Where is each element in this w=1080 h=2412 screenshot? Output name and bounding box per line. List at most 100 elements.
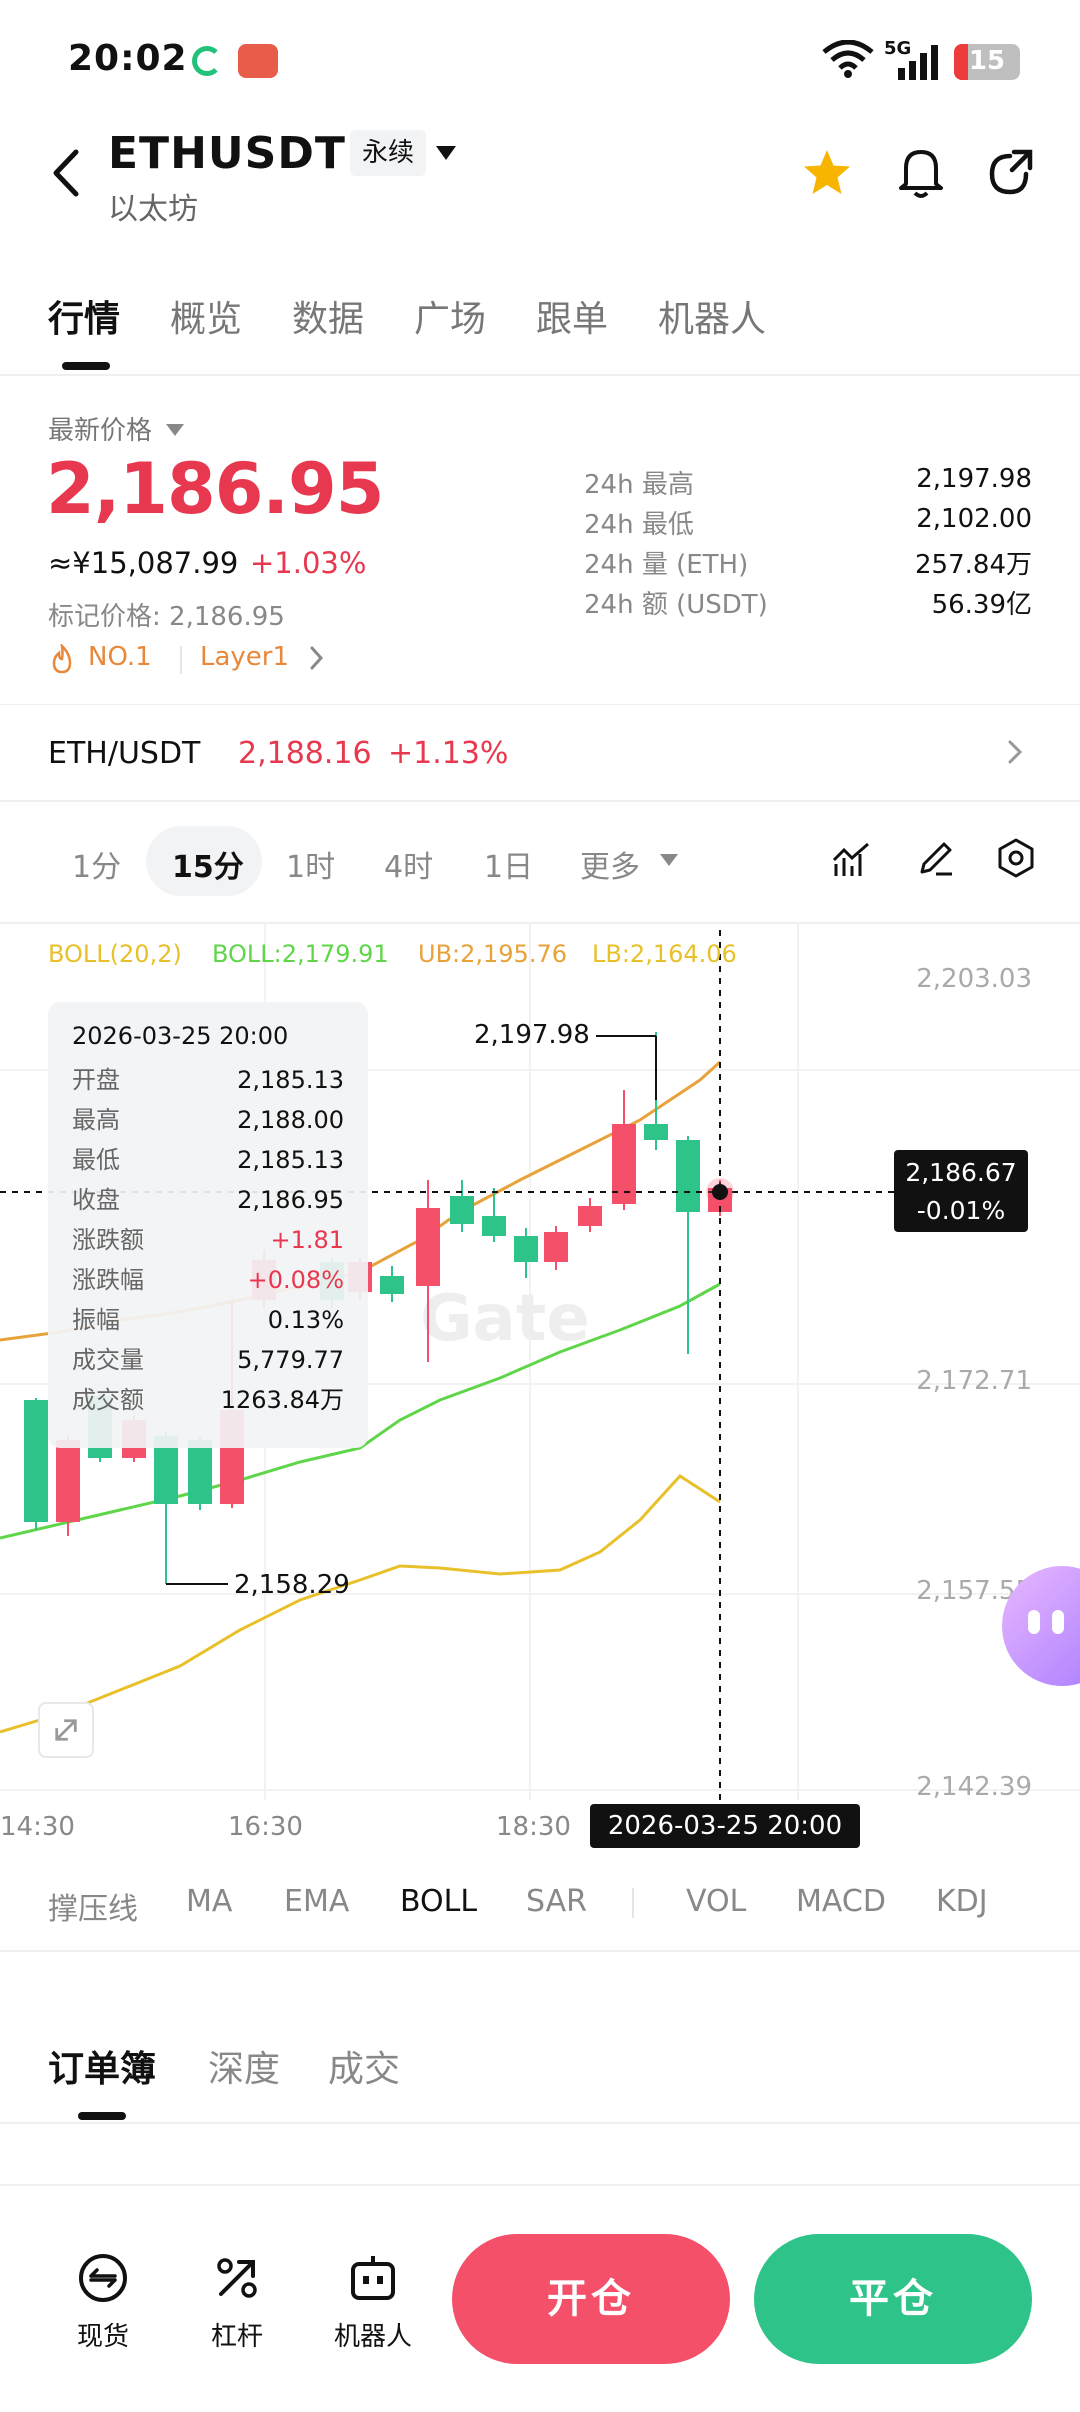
candle-body [56,1440,80,1522]
stat-high-label: 24h 最高 [584,470,694,500]
tab-quotes[interactable]: 行情 [48,299,121,340]
divider [0,704,1080,705]
stat-high-value: 2,197.98 [916,464,1032,494]
tab-bots[interactable]: 机器人 [658,299,767,340]
y-axis-label: 2,142.39 [916,1772,1032,1802]
asset-name: 以太坊 [108,192,198,227]
interval-more[interactable]: 更多 [580,850,640,885]
interval-1h[interactable]: 1时 [286,850,336,885]
bell-icon[interactable] [896,146,946,200]
robot-icon [351,2256,395,2300]
boll-legend-lb: LB:2,164.06 [592,940,737,968]
crosshair-price-label: 2,186.67 -0.01% [894,1150,1028,1232]
candle-body [612,1124,636,1204]
interval-1m[interactable]: 1分 [72,850,122,885]
settings-icon[interactable] [996,838,1036,878]
stat-volume-value: 257.84万 [915,550,1032,580]
tab-orderbook[interactable]: 订单簿 [48,2049,157,2090]
nav-spot[interactable]: 现货 [58,2250,148,2353]
crosshair-price: 2,186.67 [905,1158,1017,1187]
watermark: Gate [420,1282,590,1356]
stat-low-value: 2,102.00 [916,504,1032,534]
app-notification-icon-2 [238,44,278,78]
caret-down-icon[interactable] [436,146,456,160]
indicator-icon[interactable] [832,840,872,880]
interval-4h[interactable]: 4时 [384,850,434,885]
indicator-vol[interactable]: VOL [686,1884,747,1919]
indicator-boll[interactable]: BOLL [400,1884,478,1919]
tab-depth[interactable]: 深度 [208,2049,281,2090]
close-position-button[interactable]: 平仓 [754,2234,1032,2364]
tab-square[interactable]: 广场 [414,299,487,340]
tab-data[interactable]: 数据 [292,299,365,340]
candle-body [514,1236,538,1262]
nav-leverage[interactable]: 杠杆 [192,2250,282,2353]
draw-pen-icon[interactable] [916,838,956,878]
last-price-label[interactable]: 最新价格 [48,416,153,446]
price-change: +1.03% [250,546,367,580]
network-type: 5G [884,38,912,59]
boll-legend-mid: BOLL:2,179.91 [212,940,389,968]
signal-icon [898,45,938,80]
caret-down-icon[interactable] [660,854,678,866]
chevron-right-icon[interactable] [306,644,326,672]
battery-level: 15 [968,46,1006,76]
x-axis-label: 16:30 [228,1812,303,1842]
divider [0,2122,1080,2124]
indicator-ema[interactable]: EMA [284,1884,350,1919]
stat-volume-label: 24h 量 (ETH) [584,550,749,580]
candle-body [578,1206,602,1226]
indicator-support-resistance[interactable]: 撑压线 [48,1892,138,1927]
open-position-button[interactable]: 开仓 [452,2234,730,2364]
share-icon[interactable] [986,148,1036,198]
nav-bots[interactable]: 机器人 [328,2250,418,2353]
index-pair[interactable]: ETH/USDT [48,736,201,771]
chevron-right-icon[interactable] [1004,736,1026,768]
interval-15m[interactable]: 15分 [172,850,244,885]
ohlc-tooltip: 2026-03-25 20:00 开盘 2,185.13 最高 2,188.00 最… [48,1002,368,1448]
stat-low-label: 24h 最低 [584,510,694,540]
contract-type-badge[interactable]: 永续 [350,130,427,176]
tooltip-row-volume: 成交量 5,779.77 [72,1346,344,1374]
high-marker-label: 2,197.98 [474,1020,590,1050]
candle-body [188,1440,212,1504]
indicator-sar[interactable]: SAR [526,1884,587,1919]
candle-body [24,1400,48,1522]
crosshair-pct: -0.01% [916,1196,1006,1225]
interval-1d[interactable]: 1日 [484,850,534,885]
indicator-kdj[interactable]: KDJ [936,1884,988,1919]
tooltip-row-low: 最低 2,185.13 [72,1146,344,1174]
x-axis-label: 14:30 [0,1812,75,1842]
last-price: 2,186.95 [46,448,384,530]
boll-lower-line [0,1474,721,1734]
index-change: +1.13% [388,736,509,771]
caret-down-icon[interactable] [166,424,184,436]
tab-overview[interactable]: 概览 [170,299,243,340]
symbol-title[interactable]: ETHUSDT [108,128,346,179]
leverage-icon [217,2258,257,2298]
tab-indicator [78,2112,126,2120]
tab-trades[interactable]: 成交 [328,2049,401,2090]
tab-copy-trade[interactable]: 跟单 [536,299,609,340]
stat-turnover-value: 56.39亿 [931,590,1032,620]
crosshair-time-label: 2026-03-25 20:00 [590,1804,860,1848]
indicator-ma[interactable]: MA [186,1884,233,1919]
sector-tag[interactable]: Layer1 [200,642,290,672]
divider [0,1950,1080,1952]
divider [0,800,1080,802]
tooltip-row-close: 收盘 2,186.95 [72,1186,344,1214]
x-axis-label: 18:30 [496,1812,571,1842]
tooltip-row-turnover: 成交额 1263.84万 [72,1386,344,1414]
star-icon[interactable] [802,148,852,198]
low-marker-label: 2,158.29 [234,1570,350,1600]
indicator-macd[interactable]: MACD [796,1884,886,1919]
mark-price: 标记价格: 2,186.95 [48,602,285,632]
back-icon[interactable] [46,148,86,198]
wifi-icon [822,40,874,78]
boll-middle-line [0,1282,721,1540]
stat-turnover-label: 24h 额 (USDT) [584,590,768,620]
rank-tag[interactable]: NO.1 [88,642,152,672]
divider [632,1888,634,1918]
expand-icon[interactable] [38,1702,94,1758]
